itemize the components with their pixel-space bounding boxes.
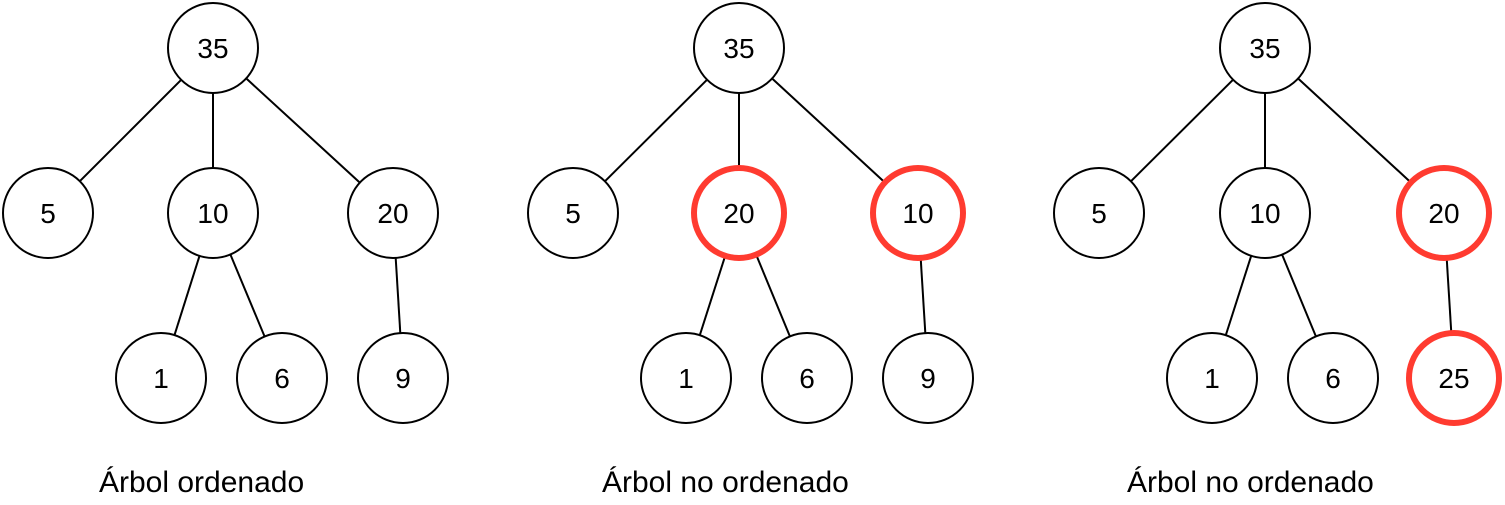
tree-node: 35: [1219, 2, 1311, 94]
node-label: 1: [1204, 363, 1220, 394]
tree-caption-unordered-1: Árbol no ordenado: [602, 466, 849, 499]
edge-root-left: [604, 78, 708, 183]
node-circle: [1219, 167, 1311, 259]
tree-node: 10: [167, 167, 259, 259]
tree-caption-unordered-2: Árbol no ordenado: [1127, 466, 1374, 499]
edge-mid-mid-right: [1281, 254, 1317, 337]
tree-node: 9: [882, 332, 974, 424]
tree-node: 1: [115, 332, 207, 424]
node-circle: [1287, 332, 1379, 424]
node-label: 6: [799, 363, 815, 394]
node-label: 25: [1438, 363, 1469, 394]
edge-mid-mid-left: [173, 255, 201, 336]
node-label: 9: [395, 363, 411, 394]
edge-mid-mid-right: [229, 254, 266, 337]
node-label: 20: [723, 198, 754, 229]
node-circle: [882, 332, 974, 424]
tree-node: 6: [761, 332, 853, 424]
tree-unordered-2: 35 5 10 20 1 6 25: [1053, 2, 1502, 426]
tree-node-highlighted: 25: [1406, 330, 1502, 426]
node-circle: [870, 165, 966, 261]
node-circle: [1166, 332, 1258, 424]
edge-root-left: [79, 79, 182, 182]
edge-root-right: [245, 77, 361, 184]
node-circle: [347, 167, 439, 259]
tree-node: 35: [693, 2, 785, 94]
node-circle: [115, 332, 207, 424]
node-label: 6: [274, 363, 290, 394]
node-circle: [1406, 330, 1502, 426]
node-label: 20: [377, 198, 408, 229]
tree-node-highlighted: 20: [1396, 165, 1492, 261]
node-circle: [1219, 2, 1311, 94]
edge-right-right-child: [1445, 259, 1453, 332]
node-label: 9: [920, 363, 936, 394]
tree-node: 10: [1219, 167, 1311, 259]
node-label: 5: [40, 198, 56, 229]
node-circle: [1053, 167, 1145, 259]
tree-node: 6: [1287, 332, 1379, 424]
tree-node: 1: [1166, 332, 1258, 424]
edge-right-right-child: [919, 259, 927, 334]
tree-node: 35: [167, 2, 259, 94]
tree-node: 20: [347, 167, 439, 259]
edge-root-right: [1297, 77, 1411, 182]
edge-right-right-child: [394, 257, 402, 334]
edge-mid-mid-left: [698, 257, 726, 336]
node-label: 1: [678, 363, 694, 394]
tree-node: 5: [2, 167, 94, 259]
node-circle: [691, 165, 787, 261]
node-label: 10: [1249, 198, 1280, 229]
node-circle: [527, 167, 619, 259]
node-label: 35: [723, 33, 754, 64]
edge-root-right: [771, 77, 885, 182]
tree-node: 5: [1053, 167, 1145, 259]
node-circle: [693, 2, 785, 94]
node-label: 20: [1428, 198, 1459, 229]
node-label: 10: [197, 198, 228, 229]
node-circle: [2, 167, 94, 259]
edge-mid-mid-right: [755, 256, 791, 337]
node-label: 35: [1249, 33, 1280, 64]
node-label: 1: [153, 363, 169, 394]
edge-mid-mid-left: [1224, 255, 1253, 336]
tree-node-highlighted: 10: [870, 165, 966, 261]
tree-node: 6: [236, 332, 328, 424]
tree-ordered: 35 5 10 20 1 6 9: [2, 2, 449, 424]
tree-node: 5: [527, 167, 619, 259]
node-circle: [357, 332, 449, 424]
tree-caption-ordered: Árbol ordenado: [99, 466, 305, 499]
node-label: 10: [902, 198, 933, 229]
node-label: 5: [565, 198, 581, 229]
tree-node: 1: [640, 332, 732, 424]
edge-root-left: [1130, 78, 1234, 183]
tree-unordered-1: 35 5 20 10 1 6 9: [527, 2, 974, 424]
node-label: 35: [197, 33, 228, 64]
node-circle: [167, 167, 259, 259]
node-circle: [167, 2, 259, 94]
node-circle: [1396, 165, 1492, 261]
node-label: 6: [1325, 363, 1341, 394]
node-circle: [640, 332, 732, 424]
node-label: 5: [1091, 198, 1107, 229]
tree-node-highlighted: 20: [691, 165, 787, 261]
tree-node: 9: [357, 332, 449, 424]
node-circle: [236, 332, 328, 424]
node-circle: [761, 332, 853, 424]
